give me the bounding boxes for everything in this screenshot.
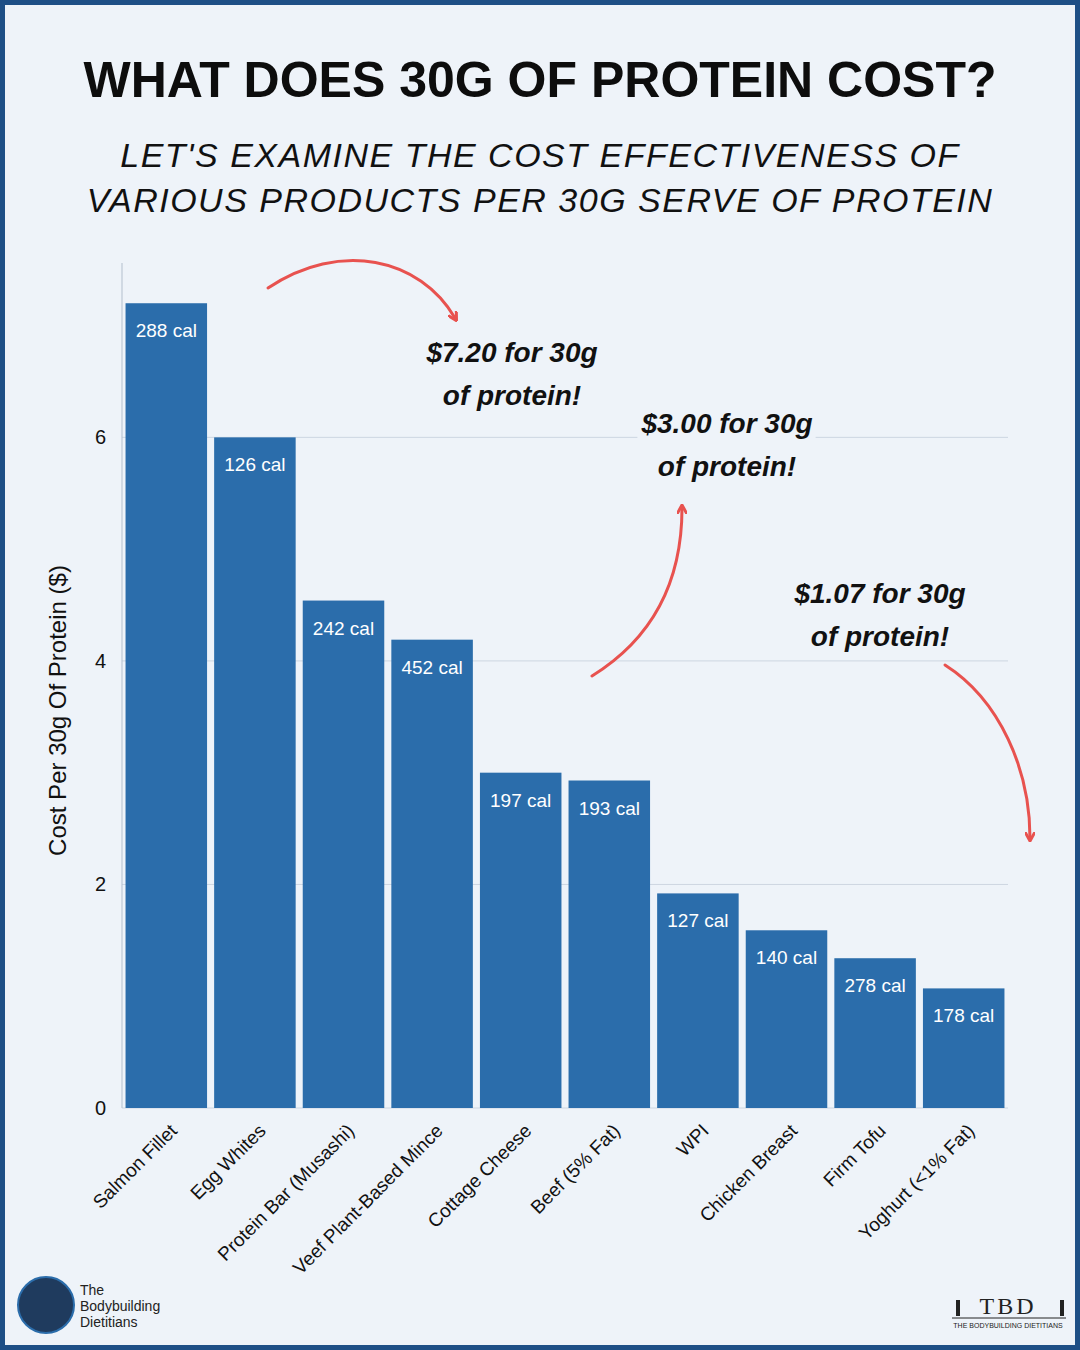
y-tick-label: 2 xyxy=(95,873,106,895)
annotation-patch xyxy=(790,577,968,610)
bar xyxy=(303,601,385,1108)
annotation-text: of protein! xyxy=(443,380,581,411)
x-tick-label: WPI xyxy=(673,1120,713,1160)
bar-label: 197 cal xyxy=(490,790,551,811)
x-tick-label: Salmon Fillet xyxy=(89,1119,182,1212)
bar xyxy=(657,893,739,1108)
y-tick-label: 6 xyxy=(95,426,106,448)
annotations: $7.20 for 30g of protein! $3.00 for 30g of … xyxy=(268,261,1030,838)
y-tick-label: 4 xyxy=(95,650,106,672)
background-frame xyxy=(3,3,1078,1348)
brand-name: Dietitians xyxy=(80,1314,138,1330)
bar-label: 140 cal xyxy=(756,947,817,968)
x-tick-label: Chicken Breast xyxy=(695,1119,801,1225)
bar xyxy=(214,437,296,1108)
brand-name: The xyxy=(80,1282,104,1298)
annotation-arrow xyxy=(268,261,455,318)
bar xyxy=(834,958,916,1108)
grid xyxy=(122,437,1008,1108)
brand-rule xyxy=(952,1318,1066,1319)
page: {"chart_data": {"type": "bar", "title": … xyxy=(0,0,1080,1350)
subtitle-line: LET'S EXAMINE THE COST EFFECTIVENESS OF xyxy=(120,136,960,174)
bar xyxy=(569,781,651,1108)
x-tick-label: Beef (5% Fat) xyxy=(526,1120,624,1218)
bar xyxy=(923,988,1005,1108)
bars xyxy=(126,303,1005,1108)
annotation-arrow xyxy=(592,508,682,676)
x-tick-label: Veef Plant-Based Mince xyxy=(289,1120,447,1278)
annotation-patch xyxy=(655,450,799,483)
x-tick-label: Firm Tofu xyxy=(819,1120,890,1191)
annotation-patch xyxy=(808,620,952,653)
annotation-text: $1.07 for 30g xyxy=(793,578,965,609)
subtitle: LET'S EXAMINE THE COST EFFECTIVENESS OF V… xyxy=(87,136,994,219)
bar xyxy=(480,773,562,1108)
bar-label: 126 cal xyxy=(224,454,285,475)
bar-label: 452 cal xyxy=(401,657,462,678)
x-tick-label: Yoghurt (<1% Fat) xyxy=(855,1120,979,1244)
y-tick-label: 0 xyxy=(95,1097,106,1119)
annotation-text: $7.20 for 30g xyxy=(425,337,597,368)
brand-logo: TBD xyxy=(980,1293,1037,1319)
subtitle-line: VARIOUS PRODUCTS PER 30G SERVE OF PROTEI… xyxy=(87,181,994,219)
bar-label: 178 cal xyxy=(933,1005,994,1026)
x-tick-label: Cottage Cheese xyxy=(424,1120,536,1232)
brand-avatar xyxy=(18,1277,74,1333)
bar xyxy=(391,640,473,1108)
brand-name: Bodybuilding xyxy=(80,1298,160,1314)
bar-label: 288 cal xyxy=(136,320,197,341)
annotation-text: of protein! xyxy=(658,451,796,482)
bar-label: 242 cal xyxy=(313,618,374,639)
bar xyxy=(746,930,828,1108)
x-tick-label: Egg Whites xyxy=(186,1120,270,1204)
annotation-patch xyxy=(440,379,584,412)
bar-label: 193 cal xyxy=(579,798,640,819)
y-axis-title: Cost Per 30g Of Protein ($) xyxy=(44,565,71,856)
bar xyxy=(126,303,208,1108)
annotation-text: of protein! xyxy=(811,621,949,652)
title: WHAT DOES 30G OF PROTEIN COST? xyxy=(83,52,996,108)
brand-barbell xyxy=(1060,1300,1064,1316)
bar-label: 127 cal xyxy=(667,910,728,931)
annotation-text: $3.00 for 30g xyxy=(640,408,812,439)
bar-labels: 288 cal 126 cal 242 cal 452 cal 197 cal 193 c… xyxy=(136,320,995,1026)
brand-barbell xyxy=(956,1300,960,1316)
bar-label: 278 cal xyxy=(844,975,905,996)
chart-canvas: WHAT DOES 30G OF PROTEIN COST? LET'S EXAM… xyxy=(0,0,1080,1350)
y-axis-line xyxy=(122,263,123,1108)
brand-caption: THE BODYBUILDING DIETITIANS xyxy=(953,1322,1063,1329)
annotation-patch xyxy=(422,336,600,369)
annotation-arrow xyxy=(945,665,1030,838)
annotation-patch xyxy=(637,407,815,440)
